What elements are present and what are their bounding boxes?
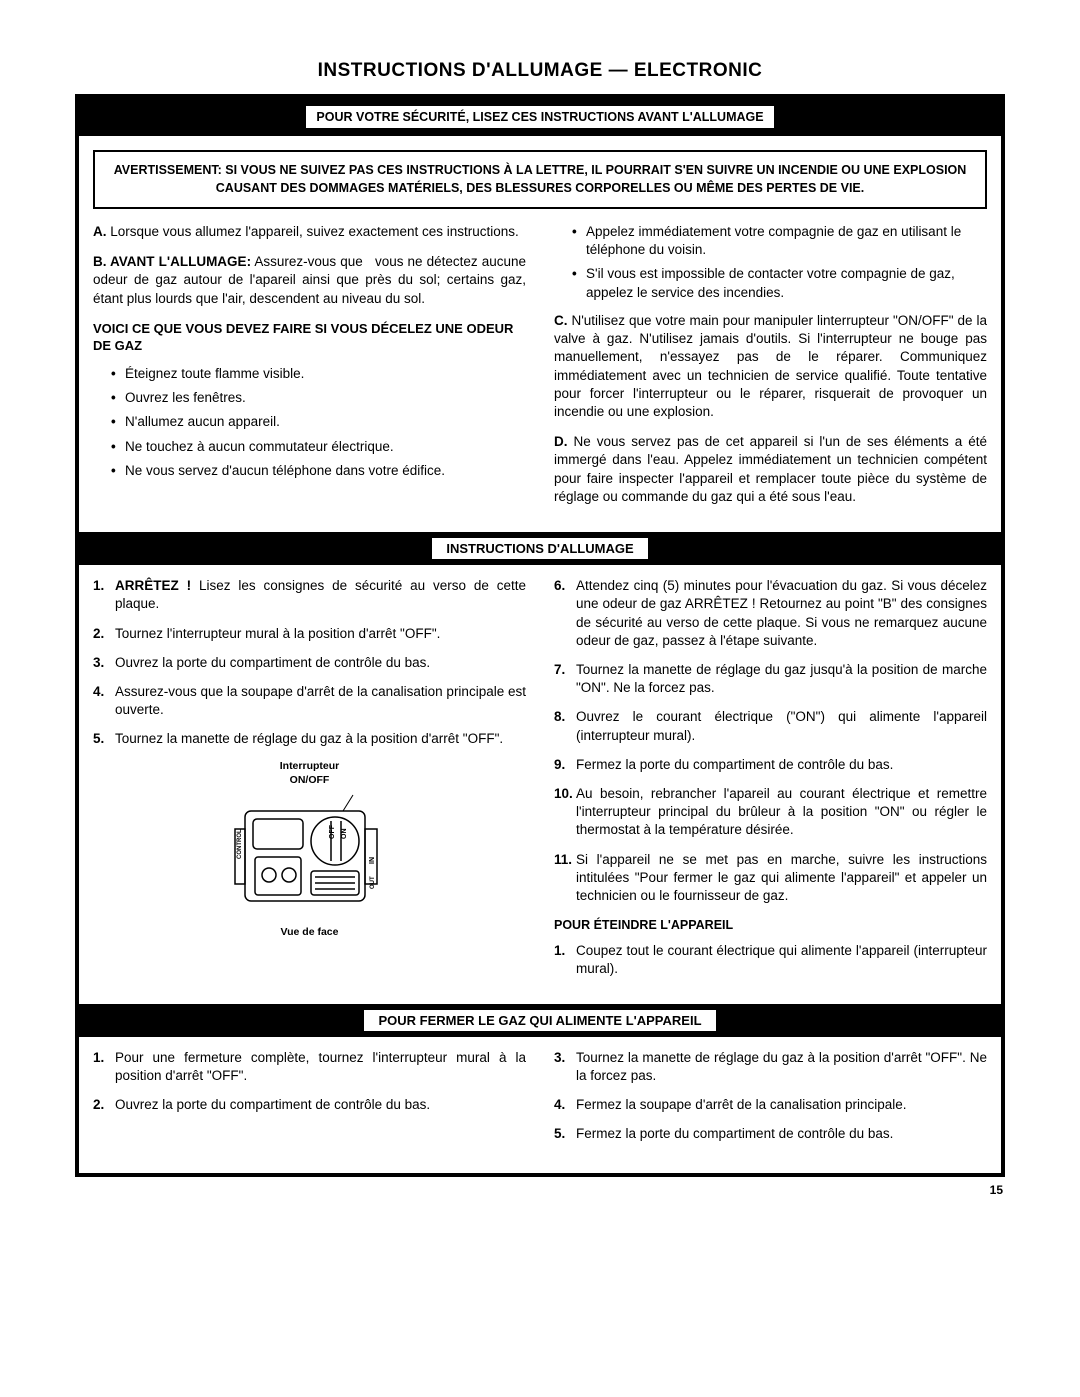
lighting-col-right: Attendez cinq (5) minutes pour l'évacuat… — [554, 577, 987, 990]
gas-smell-list-right: Appelez immédiatement votre compagnie de… — [554, 223, 987, 302]
bullet: Appelez immédiatement votre compagnie de… — [572, 223, 987, 259]
bullet: Ne touchez à aucun commutateur électriqu… — [111, 438, 526, 456]
close-col-left: Pour une fermeture complète, tournez l'i… — [93, 1049, 526, 1155]
bullet: Ne vous servez d'aucun téléphone dans vo… — [111, 462, 526, 480]
valve-figure: Interrupteur ON/OFF — [93, 760, 526, 939]
close-gas-band: POUR FERMER LE GAZ QUI ALIMENTE L'APPARE… — [79, 1004, 1001, 1037]
safety-col-left: A. Lorsque vous allumez l'appareil, suiv… — [93, 223, 526, 518]
step: Au besoin, rebrancher l'apareil au coura… — [554, 785, 987, 840]
bullet: N'allumez aucun appareil. — [111, 413, 526, 431]
turnoff-steps: Coupez tout le courant électrique qui al… — [554, 942, 987, 978]
step-lead: ARRÊTEZ ! — [115, 578, 191, 593]
item-b-lead: B. AVANT L'ALLUMAGE: — [93, 254, 251, 269]
item-d: D. Ne vous servez pas de cet appareil si… — [554, 433, 987, 506]
item-c-text: N'utilisez que votre main pour manipuler… — [554, 313, 987, 419]
step: Si l'appareil ne se met pas en marche, s… — [554, 851, 987, 906]
close-gas-band-label: POUR FERMER LE GAZ QUI ALIMENTE L'APPARE… — [364, 1010, 715, 1031]
item-d-text: Ne vous servez pas de cet appareil si l'… — [554, 434, 987, 504]
step: Fermez la porte du compartiment de contr… — [554, 1125, 987, 1143]
step: Tournez la manette de réglage du gaz à l… — [554, 1049, 987, 1085]
bullet: Éteignez toute flamme visible. — [111, 365, 526, 383]
main-title: INSTRUCTIONS D'ALLUMAGE — ELECTRONIC — [75, 60, 1005, 82]
lighting-steps-right: Attendez cinq (5) minutes pour l'évacuat… — [554, 577, 987, 905]
step: Attendez cinq (5) minutes pour l'évacuat… — [554, 577, 987, 650]
svg-text:OFF: OFF — [329, 824, 336, 839]
item-d-lead: D. — [554, 434, 568, 449]
safety-columns: A. Lorsque vous allumez l'appareil, suiv… — [79, 223, 1001, 532]
step: Assurez-vous que la soupape d'arrêt de l… — [93, 683, 526, 719]
page-number: 15 — [75, 1183, 1005, 1197]
item-c-lead: C. — [554, 313, 568, 328]
lighting-band: INSTRUCTIONS D'ALLUMAGE — [79, 532, 1001, 565]
step: Coupez tout le courant électrique qui al… — [554, 942, 987, 978]
item-a-text: Lorsque vous allumez l'appareil, suivez … — [110, 224, 519, 239]
step: Fermez la porte du compartiment de contr… — [554, 756, 987, 774]
lighting-col-left: ARRÊTEZ ! Lisez les consignes de sécurit… — [93, 577, 526, 990]
gas-smell-list-left: Éteignez toute flamme visible. Ouvrez le… — [93, 365, 526, 480]
item-a: A. Lorsque vous allumez l'appareil, suiv… — [93, 223, 526, 241]
warning-box: AVERTISSEMENT: SI VOUS NE SUIVEZ PAS CES… — [93, 150, 987, 209]
bullet: Ouvrez les fenêtres. — [111, 389, 526, 407]
close-steps-left: Pour une fermeture complète, tournez l'i… — [93, 1049, 526, 1115]
step: Tournez la manette de réglage du gaz jus… — [554, 661, 987, 697]
safety-header-text: POUR VOTRE SÉCURITÉ, LISEZ CES INSTRUCTI… — [306, 106, 773, 128]
item-b: B. AVANT L'ALLUMAGE: Assurez-vous que vo… — [93, 253, 526, 308]
step: Ouvrez le courant électrique ("ON") qui … — [554, 708, 987, 744]
bullet: S'il vous est impossible de contacter vo… — [572, 265, 987, 301]
lighting-columns: ARRÊTEZ ! Lisez les consignes de sécurit… — [79, 565, 1001, 1004]
figure-caption-bottom: Vue de face — [93, 926, 526, 939]
svg-text:IN: IN — [369, 857, 376, 864]
safety-header-bar: POUR VOTRE SÉCURITÉ, LISEZ CES INSTRUCTI… — [79, 98, 1001, 136]
figure-caption-top2: ON/OFF — [93, 774, 526, 787]
item-c: C. N'utilisez que votre main pour manipu… — [554, 312, 987, 421]
svg-text:OUT: OUT — [370, 876, 376, 889]
svg-text:ON: ON — [341, 828, 348, 839]
safety-section: POUR VOTRE SÉCURITÉ, LISEZ CES INSTRUCTI… — [75, 94, 1005, 1177]
valve-diagram-icon: OFF ON CONTROL IN OUT — [215, 789, 405, 919]
close-gas-columns: Pour une fermeture complète, tournez l'i… — [79, 1037, 1001, 1173]
step: Tournez la manette de réglage du gaz à l… — [93, 730, 526, 748]
item-a-lead: A. — [93, 224, 107, 239]
close-steps-right: Tournez la manette de réglage du gaz à l… — [554, 1049, 987, 1144]
turnoff-heading: POUR ÉTEINDRE L'APPAREIL — [554, 917, 987, 934]
close-col-right: Tournez la manette de réglage du gaz à l… — [554, 1049, 987, 1155]
step: ARRÊTEZ ! Lisez les consignes de sécurit… — [93, 577, 526, 613]
figure-caption-top1: Interrupteur — [93, 760, 526, 773]
safety-col-right: Appelez immédiatement votre compagnie de… — [554, 223, 987, 518]
step: Fermez la soupape d'arrêt de la canalisa… — [554, 1096, 987, 1114]
step: Tournez l'interrupteur mural à la positi… — [93, 625, 526, 643]
step: Pour une fermeture complète, tournez l'i… — [93, 1049, 526, 1085]
step: Ouvrez la porte du compartiment de contr… — [93, 1096, 526, 1114]
gas-smell-heading: VOICI CE QUE VOUS DEVEZ FAIRE SI VOUS DÉ… — [93, 320, 526, 355]
step: Ouvrez la porte du compartiment de contr… — [93, 654, 526, 672]
lighting-band-label: INSTRUCTIONS D'ALLUMAGE — [432, 538, 647, 559]
lighting-steps-left: ARRÊTEZ ! Lisez les consignes de sécurit… — [93, 577, 526, 749]
svg-text:CONTROL: CONTROL — [237, 829, 243, 859]
